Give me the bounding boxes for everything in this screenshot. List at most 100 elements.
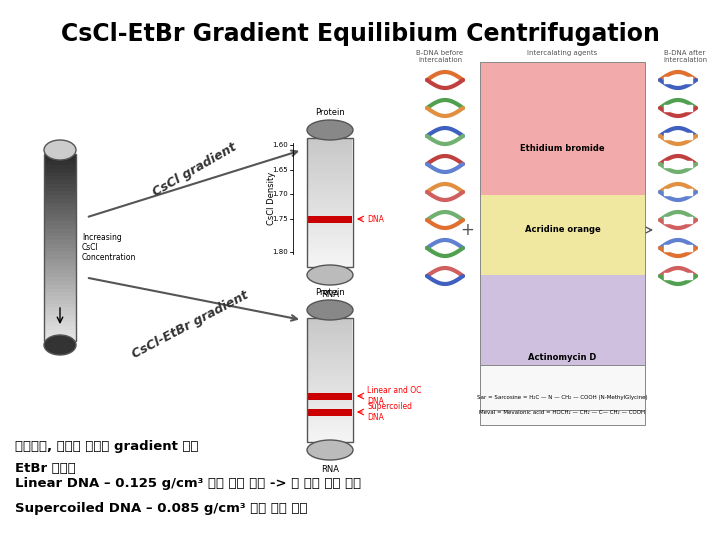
Bar [308, 239, 352, 241]
Bar [308, 152, 352, 155]
Bar [308, 258, 352, 261]
Bar [308, 172, 352, 174]
Bar [308, 228, 352, 231]
Bar [44, 206, 76, 210]
Text: Supercoiled
DNA: Supercoiled DNA [367, 402, 412, 422]
Text: Actinomycin D: Actinomycin D [528, 353, 597, 362]
Text: CsCl gradient: CsCl gradient [150, 141, 239, 199]
Bar [308, 328, 352, 330]
Bar [44, 251, 76, 255]
Bar [308, 202, 352, 205]
Bar [308, 262, 352, 265]
Bar [308, 407, 352, 409]
Text: 1.70: 1.70 [272, 191, 288, 197]
Bar [44, 154, 76, 341]
Bar [308, 204, 352, 207]
Bar [308, 191, 352, 194]
Bar [308, 193, 352, 196]
Bar [308, 371, 352, 374]
Bar [308, 431, 352, 434]
Bar [44, 303, 76, 307]
Bar [308, 221, 352, 224]
Bar [308, 342, 352, 345]
Bar [308, 326, 352, 328]
Bar [308, 421, 352, 423]
Ellipse shape [44, 335, 76, 355]
Text: Supercoiled DNA – 0.085 g/cm³ 만큼 밀도 감소: Supercoiled DNA – 0.085 g/cm³ 만큼 밀도 감소 [15, 502, 307, 515]
Bar [44, 240, 76, 244]
Bar [308, 404, 352, 407]
Bar [308, 330, 352, 333]
Bar [44, 258, 76, 262]
Bar [308, 224, 352, 226]
Bar [308, 386, 352, 388]
Text: B-DNA before
intercalation: B-DNA before intercalation [416, 50, 464, 63]
Bar [308, 140, 352, 143]
Bar [44, 326, 76, 330]
Bar [308, 252, 352, 254]
Bar [308, 211, 352, 213]
Text: +: + [460, 221, 474, 239]
Bar [308, 142, 352, 144]
Bar [44, 337, 76, 341]
Bar [44, 243, 76, 247]
Bar [44, 176, 76, 180]
Bar [308, 157, 352, 159]
Bar [308, 375, 352, 378]
Bar [480, 365, 645, 425]
Bar [44, 202, 76, 206]
Bar [308, 245, 352, 248]
Bar [308, 437, 352, 440]
Bar [308, 383, 352, 386]
Bar [308, 380, 352, 382]
Text: 1.75: 1.75 [272, 216, 288, 222]
Bar [308, 318, 352, 320]
Bar [307, 138, 353, 267]
Bar [44, 194, 76, 199]
Bar [308, 398, 352, 401]
Bar [308, 249, 352, 252]
Bar [480, 195, 645, 275]
Text: Protein: Protein [315, 288, 345, 297]
Bar [308, 151, 352, 153]
Bar [308, 159, 352, 161]
Bar [44, 314, 76, 319]
Bar [308, 187, 352, 190]
Bar [308, 195, 352, 198]
Bar [308, 217, 352, 220]
Bar [308, 340, 352, 343]
Text: RNA: RNA [321, 290, 339, 299]
Bar [44, 266, 76, 270]
Bar [308, 176, 352, 179]
Bar [308, 265, 352, 267]
Bar [44, 277, 76, 281]
Bar [44, 281, 76, 285]
Text: Linear DNA – 0.125 g/cm³ 만큼 밀도 감소 -> 더 많은 부력 얻음: Linear DNA – 0.125 g/cm³ 만큼 밀도 감소 -> 더 많… [15, 477, 361, 490]
Text: Protein: Protein [315, 108, 345, 117]
Bar [44, 180, 76, 184]
Bar [308, 234, 352, 237]
Bar [308, 148, 352, 151]
Bar [308, 408, 352, 411]
Bar [308, 345, 352, 347]
Bar [308, 237, 352, 239]
Bar [308, 410, 352, 413]
Bar [308, 163, 352, 166]
Bar [308, 359, 352, 361]
Bar [308, 427, 352, 430]
Bar [308, 247, 352, 250]
Bar [308, 365, 352, 368]
Bar [308, 219, 352, 222]
Bar [44, 225, 76, 229]
Ellipse shape [307, 265, 353, 285]
Bar [308, 338, 352, 341]
Bar [44, 168, 76, 173]
Text: 1.80: 1.80 [272, 249, 288, 255]
Text: 이온구배, 부력에 따라서 gradient 생김: 이온구배, 부력에 따라서 gradient 생김 [15, 440, 199, 453]
Bar [44, 273, 76, 278]
Bar [44, 191, 76, 195]
Bar [308, 394, 352, 396]
Text: RNA: RNA [321, 465, 339, 474]
Bar [308, 396, 352, 399]
Bar [308, 170, 352, 172]
